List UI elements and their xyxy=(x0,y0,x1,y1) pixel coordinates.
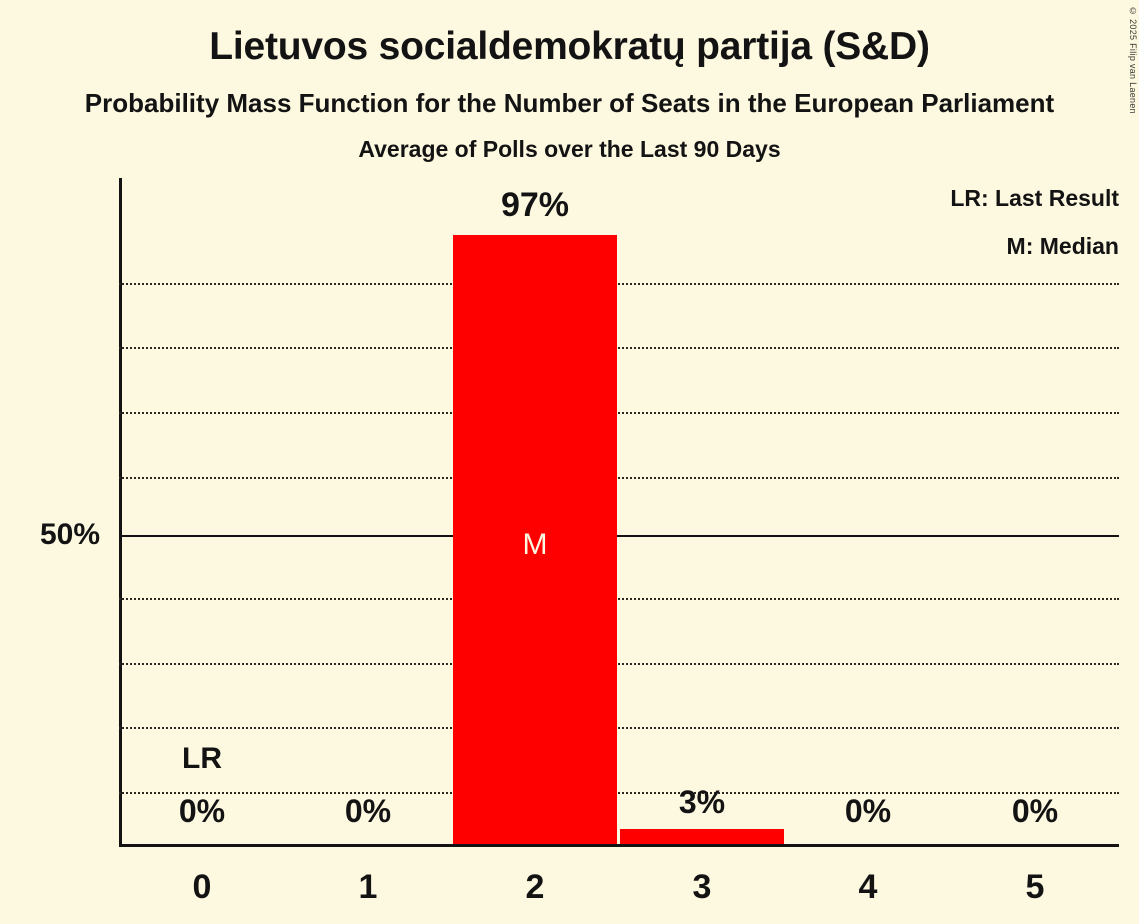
y-axis-tick-label-50: 50% xyxy=(39,518,100,551)
legend-last-result: LR: Last Result xyxy=(950,185,1119,211)
chart-subtitle-primary: Probability Mass Function for the Number… xyxy=(84,88,1055,118)
x-axis-tick-label-5: 5 xyxy=(1025,868,1045,906)
bar-value-label-2: 97% xyxy=(500,186,570,224)
gridline-30 xyxy=(119,663,1119,665)
gridline-90 xyxy=(119,283,1119,285)
bar-value-label-0: 0% xyxy=(178,793,226,829)
median-marker: M xyxy=(522,528,548,561)
last-result-marker: LR xyxy=(182,742,222,775)
gridline-60 xyxy=(119,477,1119,479)
bar-value-label-5: 0% xyxy=(1011,793,1059,829)
gridline-20 xyxy=(119,727,1119,729)
bar-value-label-1: 0% xyxy=(344,793,392,829)
gridline-80 xyxy=(119,347,1119,349)
x-axis-line xyxy=(119,844,1119,847)
x-axis-tick-label-1: 1 xyxy=(358,868,378,906)
page-title: Lietuvos socialdemokratų partija (S&D) xyxy=(209,25,930,68)
bar-value-label-3: 3% xyxy=(678,784,726,820)
x-axis-tick-label-4: 4 xyxy=(858,868,878,906)
x-axis-tick-label-0: 0 xyxy=(192,868,212,906)
gridline-70 xyxy=(119,412,1119,414)
y-axis-line xyxy=(119,178,122,847)
gridline-50 xyxy=(119,535,1119,537)
gridline-40 xyxy=(119,598,1119,600)
plot-area xyxy=(119,178,1119,847)
bar-seats-2 xyxy=(453,235,617,844)
legend-median: M: Median xyxy=(1006,233,1119,259)
x-axis-tick-label-3: 3 xyxy=(692,868,712,906)
gridline-10 xyxy=(119,792,1119,794)
bar-value-label-4: 0% xyxy=(844,793,892,829)
bar-seats-3 xyxy=(620,829,784,844)
chart-subtitle-secondary: Average of Polls over the Last 90 Days xyxy=(358,136,781,162)
copyright-notice: © 2025 Filip van Laenen xyxy=(1128,6,1138,114)
x-axis-tick-label-2: 2 xyxy=(525,868,545,906)
